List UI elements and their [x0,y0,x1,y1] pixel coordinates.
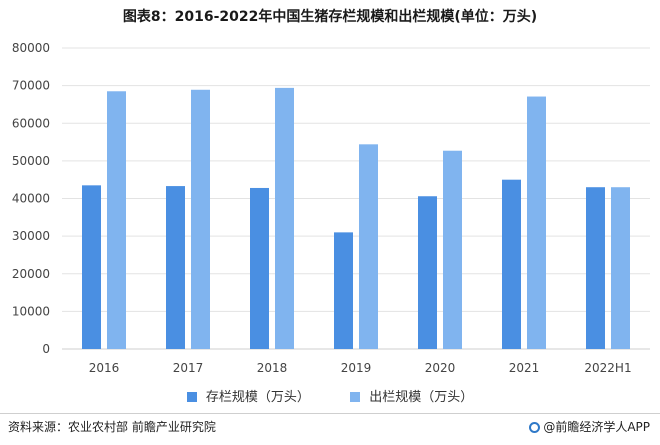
bar-series1-2018 [250,187,269,349]
legend-label-series1: 存栏规模（万头） [205,390,310,405]
y-tick-label: 40000 [12,192,50,206]
bar-series1-2016 [82,185,101,349]
x-tick-label: 2017 [173,361,204,375]
bar-series2-2021 [527,96,546,349]
legend-item-series2: 出栏规模（万头） [350,386,473,405]
bar-series2-2016 [107,91,126,350]
x-tick-label: 2021 [509,361,540,375]
y-tick-label: 0 [42,342,50,356]
y-tick-label: 60000 [12,116,50,130]
brand-logo-icon [529,422,541,433]
source-note: 资料来源：农业农村部 前瞻产业研究院 [8,420,216,434]
x-tick-label: 2019 [341,361,372,375]
y-tick-label: 30000 [12,229,50,243]
y-tick-label: 10000 [12,304,50,318]
brand-label: @前瞻经济学人APP [543,420,650,434]
bars [82,87,630,350]
y-tick-label: 20000 [12,267,50,281]
legend: 存栏规模（万头） 出栏规模（万头） [0,386,660,405]
y-tick-label: 70000 [12,79,50,93]
x-tick-label: 2016 [89,361,120,375]
bar-series1-2021 [502,179,521,349]
bar-series2-2017 [191,89,210,350]
bar-series1-2019 [334,232,353,349]
x-tick-label: 2020 [425,361,456,375]
gridlines [62,47,650,350]
bar-series2-2022H1 [611,187,630,349]
legend-swatch-series2 [350,392,361,402]
y-tick-label: 50000 [12,154,50,168]
legend-swatch-series1 [186,392,197,402]
legend-label-series2: 出栏规模（万头） [369,390,474,405]
legend-item-series1: 存栏规模（万头） [186,386,310,405]
brand-credit: @前瞻经济学人APP [529,418,650,435]
bar-series2-2019 [359,144,378,349]
chart-title: 图表8：2016-2022年中国生猪存栏规模和出栏规模(单位：万头) [122,9,538,25]
x-axis-ticks: 2016 2017 2018 2019 2020 2021 2022H1 [89,361,632,375]
y-tick-label: 80000 [12,41,50,55]
x-tick-label: 2022H1 [584,361,631,375]
footer-divider [0,413,660,414]
x-tick-label: 2018 [257,361,288,375]
bar-series2-2018 [275,87,294,349]
bar-series2-2020 [443,150,462,349]
y-axis-ticks: 0 10000 20000 30000 40000 50000 60000 70000 8000… [12,41,50,356]
bar-series1-2020 [418,196,437,349]
bar-series1-2022H1 [586,187,605,349]
bar-series1-2017 [166,186,185,349]
